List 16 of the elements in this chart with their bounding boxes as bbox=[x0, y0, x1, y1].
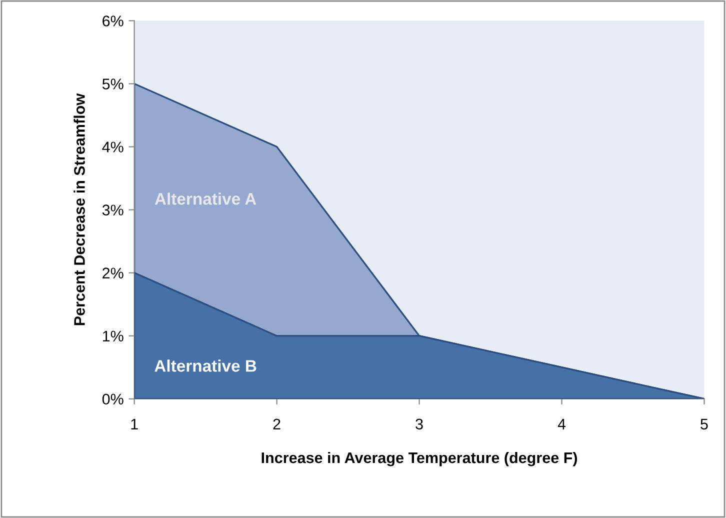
y-tick-label: 5% bbox=[102, 78, 124, 90]
x-tick-label: 4 bbox=[558, 418, 566, 430]
x-tick-label: 5 bbox=[700, 418, 708, 430]
y-tick-label: 3% bbox=[102, 204, 124, 216]
y-axis-title: Percent Decrease in Streamflow bbox=[74, 93, 85, 326]
x-tick-label: 3 bbox=[416, 418, 423, 430]
y-tick-label: 1% bbox=[102, 330, 124, 342]
x-axis-title: Increase in Average Temperature (degree F) bbox=[262, 452, 578, 466]
y-tick-label: 2% bbox=[102, 268, 124, 278]
y-tick-label: 4% bbox=[102, 142, 124, 152]
x-tick-label: 2 bbox=[273, 418, 280, 430]
x-tick-label: 1 bbox=[131, 418, 138, 430]
series-label: Alternative A bbox=[154, 192, 256, 205]
y-tick-label: 0% bbox=[102, 394, 124, 405]
y-tick-label: 6% bbox=[102, 16, 124, 26]
series-label: Alternative B bbox=[154, 360, 256, 372]
